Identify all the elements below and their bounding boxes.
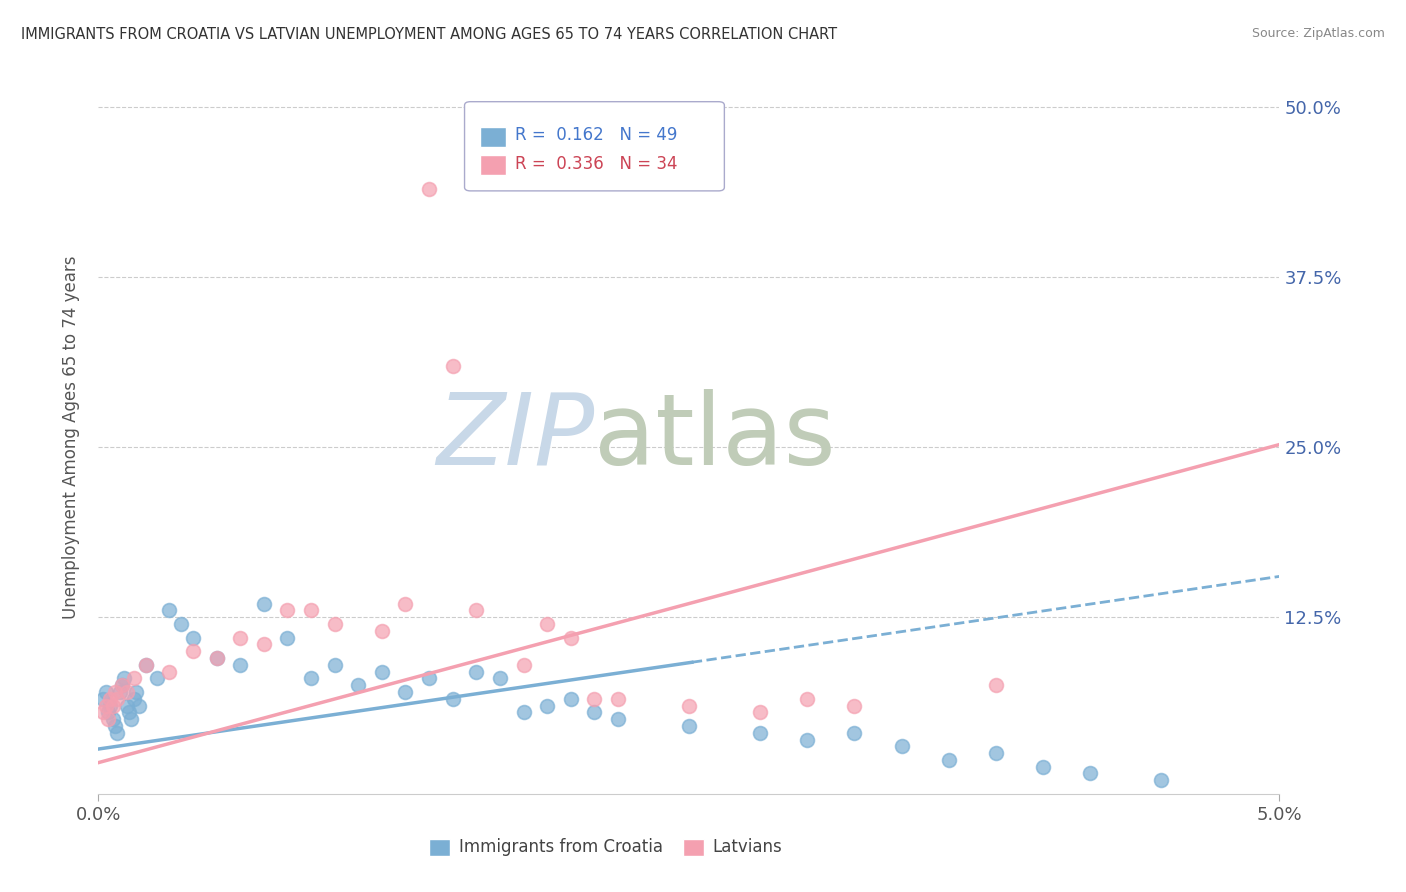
Point [418,671,440,685]
Point [299,603,322,617]
Point [97,706,120,720]
Point [441,359,464,373]
Point [583,691,606,706]
Text: Source: ZipAtlas.com: Source: ZipAtlas.com [1251,27,1385,40]
Point [157,603,180,617]
Point [394,685,416,699]
Point [112,671,135,685]
Point [118,706,141,720]
Point [135,657,157,672]
Point [796,691,818,706]
Point [984,746,1007,760]
Point [104,719,127,733]
Point [465,603,488,617]
Point [583,706,606,720]
Point [146,671,169,685]
Point [122,671,145,685]
Text: Immigrants from Croatia: Immigrants from Croatia [458,838,662,856]
Point [371,665,394,679]
Point [98,691,121,706]
Point [394,597,416,611]
Point [121,712,143,726]
Point [111,678,134,692]
Point [418,182,440,196]
Point [111,678,134,692]
Point [135,657,157,672]
Point [205,651,228,665]
Point [299,671,322,685]
Point [115,698,138,713]
Point [105,691,128,706]
Point [276,603,298,617]
Point [844,725,866,739]
FancyBboxPatch shape [479,155,506,175]
Point [91,691,114,706]
Point [181,644,204,658]
Point [678,719,700,733]
Y-axis label: Unemployment Among Ages 65 to 74 years: Unemployment Among Ages 65 to 74 years [62,255,80,619]
Text: IMMIGRANTS FROM CROATIA VS LATVIAN UNEMPLOYMENT AMONG AGES 65 TO 74 YEARS CORREL: IMMIGRANTS FROM CROATIA VS LATVIAN UNEMP… [21,27,837,42]
Point [1032,760,1054,774]
Point [748,725,770,739]
Point [678,698,700,713]
Point [181,631,204,645]
Point [253,597,276,611]
Text: R =  0.336   N = 34: R = 0.336 N = 34 [516,155,678,173]
Text: atlas: atlas [595,389,837,485]
Point [465,665,488,679]
Point [1150,773,1173,788]
Point [205,651,228,665]
Point [1080,766,1102,780]
Point [229,657,252,672]
Text: Latvians: Latvians [713,838,782,856]
Text: ZIP: ZIP [436,389,595,485]
Point [98,698,121,713]
Point [105,725,128,739]
Point [128,698,150,713]
Point [323,657,346,672]
Point [94,685,117,699]
Point [347,678,370,692]
Point [512,657,534,672]
FancyBboxPatch shape [464,102,724,191]
Point [890,739,912,754]
Point [536,617,558,632]
Point [748,706,770,720]
Point [607,691,630,706]
Point [796,732,818,747]
Point [101,698,124,713]
Point [125,685,148,699]
Point [844,698,866,713]
Point [101,712,124,726]
Point [104,685,127,699]
Point [512,706,534,720]
FancyBboxPatch shape [683,838,704,856]
Point [157,665,180,679]
Point [560,631,582,645]
Point [441,691,464,706]
Text: R =  0.162   N = 49: R = 0.162 N = 49 [516,127,678,145]
Point [323,617,346,632]
Point [489,671,512,685]
Point [94,698,117,713]
Point [371,624,394,638]
Point [276,631,298,645]
Point [229,631,252,645]
Point [938,753,960,767]
FancyBboxPatch shape [429,838,450,856]
Point [108,685,131,699]
Point [607,712,630,726]
Point [984,678,1007,692]
FancyBboxPatch shape [479,127,506,146]
Point [253,637,276,651]
Point [122,691,145,706]
Point [560,691,582,706]
Point [97,712,120,726]
Point [536,698,558,713]
Point [115,685,138,699]
Point [91,706,114,720]
Point [170,617,193,632]
